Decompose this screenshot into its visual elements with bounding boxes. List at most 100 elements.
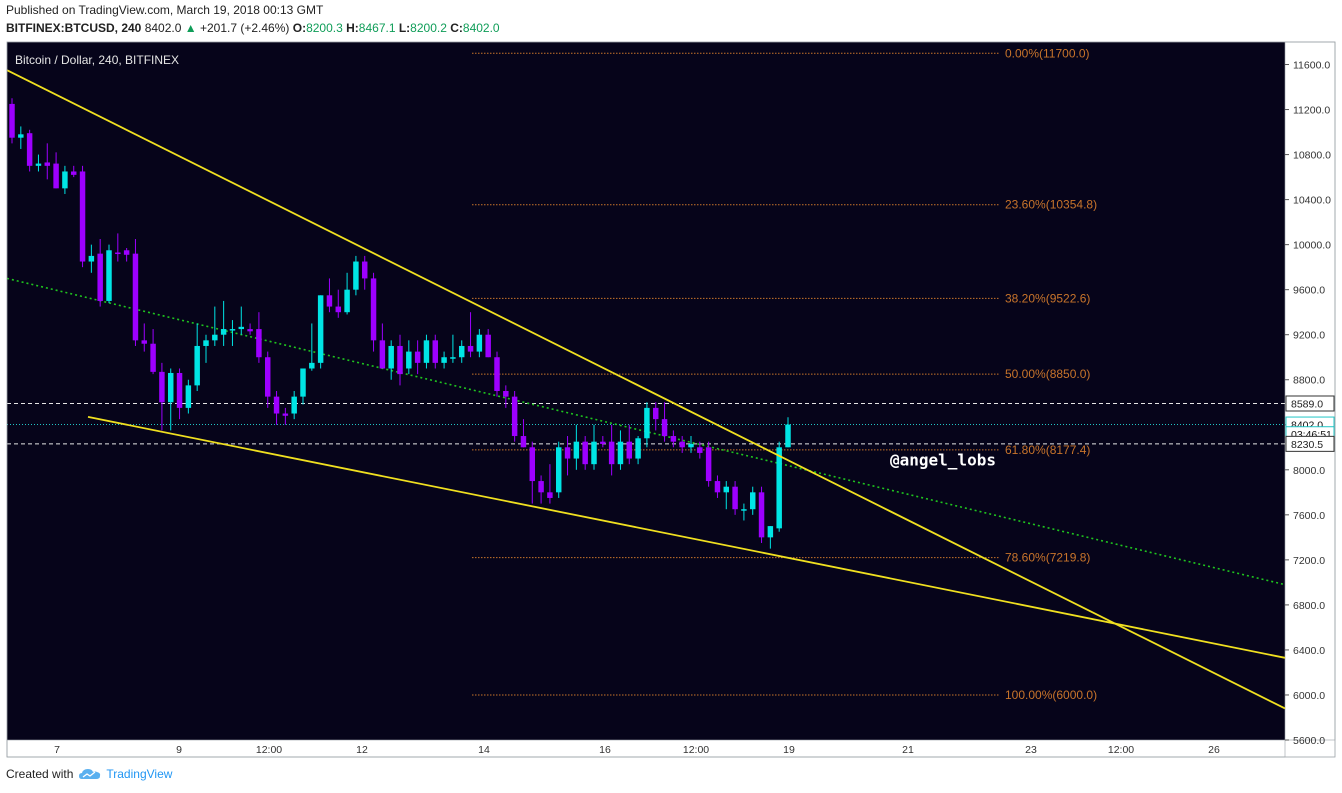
candle-body	[758, 492, 765, 538]
candle-body	[644, 407, 650, 439]
symbol-ohlc-bar: BITFINEX:BTCUSD, 240 8402.0 ▲ +201.7 (+2…	[6, 21, 500, 35]
candle-body	[697, 447, 703, 453]
candle-body	[9, 103, 15, 138]
x-tick-label: 19	[783, 744, 795, 756]
y-tick-label: 9600.0	[1293, 285, 1325, 297]
candle-body	[573, 441, 580, 459]
price-axis-badge-label: 8589.0	[1291, 398, 1323, 410]
candle-body	[212, 334, 218, 341]
price-change: +201.7 (+2.46%)	[199, 21, 290, 35]
x-tick-label: 12:00	[683, 744, 709, 756]
fib-level-label: 61.80%(8177.4)	[1005, 443, 1090, 457]
y-tick-label: 10000.0	[1293, 240, 1331, 252]
candle-body	[256, 329, 262, 358]
candle-body	[115, 252, 121, 255]
candle-body	[379, 340, 386, 369]
candle-body	[79, 171, 86, 262]
candle-body	[776, 447, 782, 529]
candle-body	[167, 372, 174, 403]
chart-title: Bitcoin / Dollar, 240, BITFINEX	[15, 53, 179, 67]
candle-body	[414, 351, 421, 363]
y-tick-label: 9200.0	[1293, 330, 1325, 342]
candle-body	[741, 509, 747, 511]
y-tick-label: 6000.0	[1293, 690, 1325, 702]
high-value: 8467.1	[358, 21, 396, 35]
y-tick-label: 11200.0	[1293, 105, 1330, 117]
price-axis-badge-label: 8230.5	[1291, 439, 1323, 451]
candle-body	[591, 441, 597, 465]
price-axis-badge	[1285, 435, 1335, 452]
candle-body	[159, 371, 165, 403]
candle-body	[132, 253, 139, 341]
candle-body	[406, 351, 412, 369]
candle-body	[326, 295, 333, 307]
candle-body	[335, 306, 342, 313]
tradingview-link[interactable]: TradingView	[79, 767, 172, 781]
candle-body	[432, 340, 439, 363]
y-tick-label: 8000.0	[1293, 465, 1325, 477]
resistance-trendline	[6, 69, 1286, 710]
candle-body	[688, 443, 694, 448]
y-tick-label: 10800.0	[1293, 150, 1331, 162]
fib-level-label: 100.00%(6000.0)	[1005, 688, 1097, 702]
footer: Created with TradingView	[6, 767, 172, 781]
fib-level-label: 38.20%(9522.6)	[1005, 291, 1090, 305]
x-tick-label: 14	[478, 744, 490, 756]
candle-body	[679, 441, 685, 448]
author-annotation: @angel_lobs	[890, 450, 996, 469]
candle-body	[18, 134, 24, 138]
candle-body	[494, 357, 500, 391]
candle-body	[538, 481, 544, 493]
y-tick-label: 6400.0	[1293, 645, 1325, 657]
candle-body	[600, 441, 606, 444]
low-value: 8200.2	[410, 21, 447, 35]
candle-body	[670, 436, 677, 442]
candle-body	[309, 362, 315, 369]
candle-body	[247, 329, 253, 332]
high-label: H:	[346, 21, 359, 35]
candle-body	[44, 162, 51, 166]
candle-body	[511, 396, 518, 437]
candle-body	[344, 289, 350, 313]
candle-body	[150, 343, 156, 372]
x-tick-label: 23	[1025, 744, 1037, 756]
candle-body	[582, 441, 588, 465]
candle-body	[388, 345, 394, 369]
y-tick-label: 11600.0	[1293, 60, 1330, 72]
candle-body	[317, 295, 324, 363]
candle-body	[273, 396, 280, 414]
candle-body	[520, 436, 527, 448]
candle-body	[291, 396, 297, 414]
candle-body	[564, 447, 571, 459]
candle-body	[397, 345, 403, 375]
candle-body	[705, 447, 712, 482]
candle-body	[238, 326, 245, 330]
price-axis	[1284, 41, 1336, 741]
low-label: L:	[398, 21, 411, 35]
candle-body	[767, 526, 774, 538]
candle-body	[547, 492, 553, 498]
candle-body	[203, 340, 209, 346]
x-tick-label: 26	[1208, 744, 1220, 756]
x-tick-label: 9	[176, 744, 182, 756]
candle-body	[749, 492, 756, 510]
candle-body	[608, 441, 615, 465]
tradingview-brand: TradingView	[106, 767, 173, 781]
fib-level-label: 50.00%(8850.0)	[1005, 367, 1090, 381]
time-axis	[6, 739, 1286, 758]
candle-body	[70, 171, 77, 175]
candle-body	[626, 441, 633, 459]
candle-body	[450, 357, 456, 359]
candle-body	[194, 345, 200, 386]
published-caption: Published on TradingView.com, March 19, …	[6, 3, 324, 17]
x-tick-label: 16	[599, 744, 611, 756]
candle-body	[106, 250, 112, 301]
candle-body	[529, 447, 536, 482]
x-tick-label: 12:00	[1108, 744, 1134, 756]
x-tick-label: 21	[902, 744, 914, 756]
candle-body	[617, 441, 624, 465]
candle-body	[185, 385, 192, 408]
candle-body	[441, 357, 447, 363]
candle-body	[485, 334, 491, 358]
